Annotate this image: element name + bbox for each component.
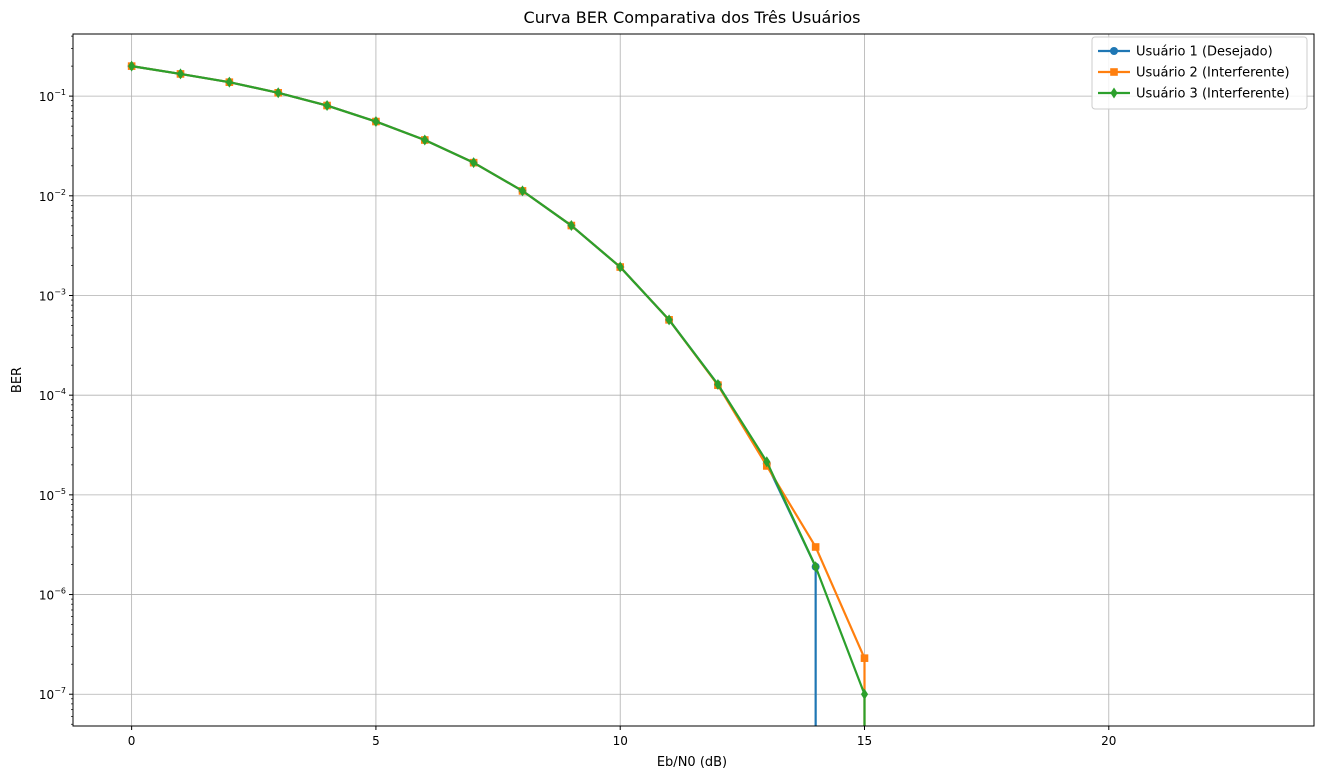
axes: 0 5 10 15 20 10−7 10−6 10−5 10−4 10−3 10−2 10−1 bbox=[39, 33, 1315, 748]
y-tick-label: 10−3 bbox=[39, 287, 66, 303]
legend-label: Usuário 1 (Desejado) bbox=[1136, 45, 1273, 60]
legend-label: Usuário 2 (Interferente) bbox=[1136, 66, 1290, 81]
data-point bbox=[811, 543, 820, 551]
legend-item-2: Usuário 2 (Interferente) bbox=[1098, 66, 1290, 81]
legend-item-3: Usuário 3 (Interferente) bbox=[1098, 87, 1290, 102]
plot-series bbox=[127, 60, 869, 726]
data-point bbox=[323, 100, 331, 112]
grid-lines bbox=[73, 34, 1314, 726]
y-tick-label: 10−7 bbox=[39, 686, 66, 702]
y-axis-label: BER bbox=[10, 367, 25, 393]
legend-box bbox=[1091, 36, 1308, 110]
x-axis-label: Eb/N0 (dB) bbox=[657, 755, 727, 770]
data-point bbox=[518, 185, 527, 197]
data-point bbox=[860, 688, 869, 700]
data-point bbox=[274, 87, 282, 99]
plot-frame bbox=[72, 33, 1315, 727]
series-2 bbox=[127, 62, 869, 726]
legend: Usuário 1 (Desejado) Usuário 2 (Interfere… bbox=[1091, 36, 1308, 110]
data-point bbox=[763, 456, 771, 468]
y-tick-label: 10−4 bbox=[39, 387, 66, 403]
data-point bbox=[421, 134, 429, 146]
data-point bbox=[372, 116, 380, 128]
legend-marker bbox=[1110, 47, 1118, 55]
legend-marker bbox=[1110, 68, 1118, 76]
data-point bbox=[665, 314, 673, 326]
data-point bbox=[860, 654, 869, 662]
chart-title: Curva BER Comparativa dos Três Usuários bbox=[524, 8, 861, 27]
legend-item-1: Usuário 1 (Desejado) bbox=[1098, 45, 1273, 60]
x-tick-label: 5 bbox=[372, 734, 380, 748]
series-line bbox=[131, 65, 866, 726]
data-point bbox=[470, 157, 478, 169]
y-tick-label: 10−5 bbox=[39, 487, 66, 503]
series-3 bbox=[128, 60, 869, 726]
data-point bbox=[128, 60, 136, 72]
data-point bbox=[225, 76, 233, 88]
x-tick-label: 20 bbox=[1101, 734, 1116, 748]
x-tick-label: 0 bbox=[128, 734, 136, 748]
data-point bbox=[567, 220, 575, 232]
x-tick-label: 10 bbox=[613, 734, 628, 748]
data-point bbox=[616, 261, 624, 273]
data-point bbox=[176, 68, 185, 80]
series-line bbox=[131, 65, 866, 726]
y-tick-label: 10−6 bbox=[39, 587, 66, 603]
data-point bbox=[812, 561, 820, 573]
y-tick-label: 10−1 bbox=[39, 88, 66, 104]
y-tick-label: 10−2 bbox=[39, 188, 66, 204]
data-point bbox=[714, 378, 722, 390]
series-line bbox=[131, 65, 817, 726]
legend-marker bbox=[1110, 87, 1118, 99]
x-tick-label: 15 bbox=[857, 734, 872, 748]
legend-label: Usuário 3 (Interferente) bbox=[1136, 87, 1290, 102]
